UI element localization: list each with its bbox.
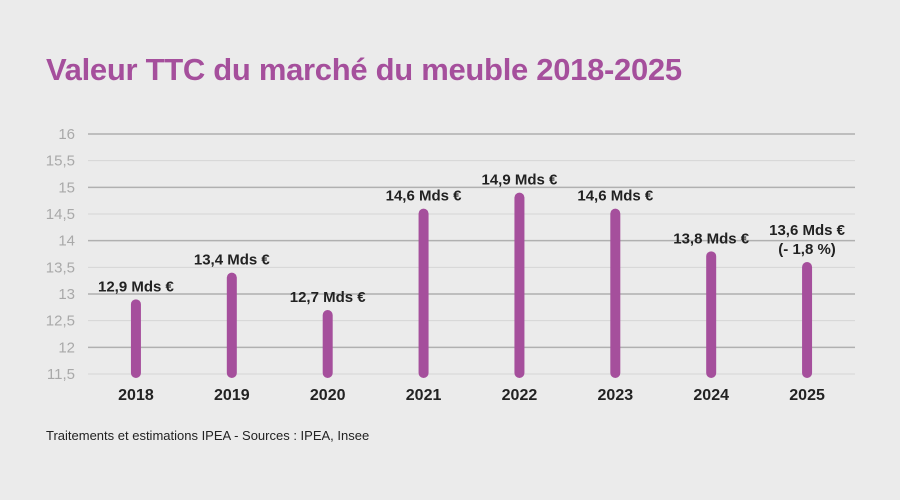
y-tick-label: 13,5 [46, 259, 75, 276]
y-tick-label: 16 [58, 126, 75, 143]
x-tick-label: 2023 [598, 387, 634, 404]
data-label: (- 1,8 %) [778, 241, 836, 258]
y-tick-label: 14,5 [46, 206, 75, 223]
data-label: 13,8 Mds € [673, 230, 750, 247]
y-tick-label: 13 [58, 286, 75, 303]
data-label: 12,9 Mds € [98, 278, 175, 295]
bar [706, 251, 717, 378]
y-tick-label: 12 [58, 339, 75, 356]
data-label: 12,7 Mds € [290, 289, 367, 306]
data-label: 13,6 Mds € [769, 222, 846, 239]
y-axis-ticks: 16 15,5 15 14,5 14 13,5 13 12,5 12 11,5 [46, 126, 75, 383]
x-tick-label: 2018 [118, 387, 154, 404]
y-tick-label: 15 [58, 179, 75, 196]
chart-title: Valeur TTC du marché du meuble 2018-2025 [46, 52, 682, 87]
bar [226, 272, 237, 378]
x-tick-label: 2025 [789, 387, 825, 404]
y-tick-label: 11,5 [47, 366, 75, 383]
data-label: 14,6 Mds € [386, 188, 463, 205]
x-tick-label: 2021 [406, 387, 442, 404]
y-tick-label: 12,5 [46, 313, 75, 330]
data-label: 13,4 Mds € [194, 252, 271, 269]
bar [802, 262, 813, 378]
x-tick-label: 2022 [502, 387, 538, 404]
x-tick-label: 2020 [310, 387, 346, 404]
x-axis-labels: 2018 2019 2020 2021 2022 2023 2024 2025 [118, 387, 825, 404]
data-label: 14,6 Mds € [577, 188, 654, 205]
gridlines [88, 133, 855, 375]
y-tick-label: 15,5 [46, 153, 75, 170]
bar [514, 192, 525, 378]
bar [610, 208, 621, 378]
x-tick-label: 2019 [214, 387, 250, 404]
data-labels: 12,9 Mds € 13,4 Mds € 12,7 Mds € 14,6 Mds €… [98, 172, 846, 306]
source-note: Traitements et estimations IPEA - Source… [46, 428, 370, 443]
bar [322, 310, 333, 378]
bar [418, 208, 429, 378]
x-tick-label: 2024 [693, 387, 729, 404]
bar [130, 299, 141, 378]
y-tick-label: 14 [58, 233, 75, 250]
bars [130, 192, 813, 378]
data-label: 14,9 Mds € [482, 172, 559, 189]
